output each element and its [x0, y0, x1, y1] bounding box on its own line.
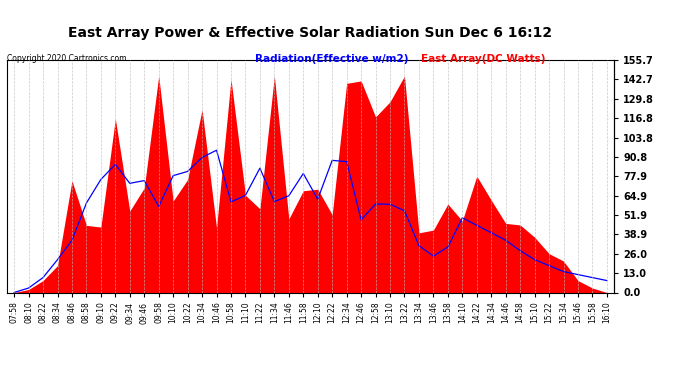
Text: Radiation(Effective w/m2): Radiation(Effective w/m2) — [255, 54, 408, 64]
Text: East Array(DC Watts): East Array(DC Watts) — [421, 54, 545, 64]
Text: East Array Power & Effective Solar Radiation Sun Dec 6 16:12: East Array Power & Effective Solar Radia… — [68, 26, 553, 40]
Text: Copyright 2020 Cartronics.com: Copyright 2020 Cartronics.com — [7, 54, 126, 63]
